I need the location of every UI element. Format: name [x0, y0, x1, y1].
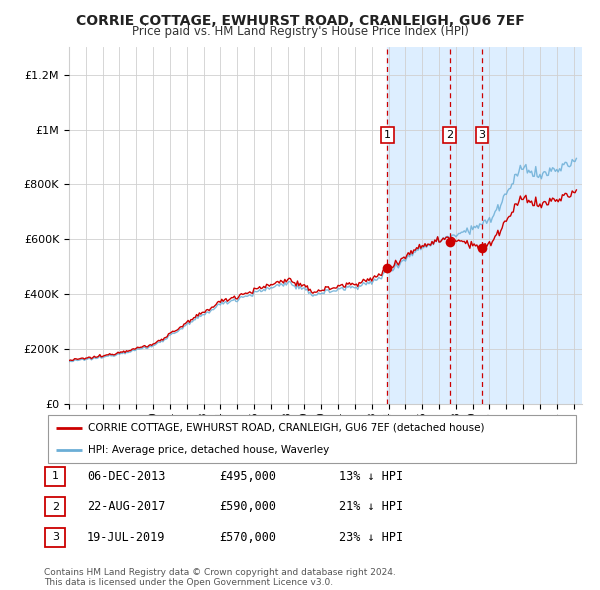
Bar — [557, 47, 582, 404]
Text: 3: 3 — [478, 130, 485, 140]
Text: 23% ↓ HPI: 23% ↓ HPI — [339, 531, 403, 544]
Text: 3: 3 — [52, 533, 59, 542]
Text: 19-JUL-2019: 19-JUL-2019 — [87, 531, 166, 544]
Text: £590,000: £590,000 — [219, 500, 276, 513]
Text: Contains HM Land Registry data © Crown copyright and database right 2024.
This d: Contains HM Land Registry data © Crown c… — [44, 568, 395, 587]
Text: 21% ↓ HPI: 21% ↓ HPI — [339, 500, 403, 513]
FancyBboxPatch shape — [48, 415, 576, 463]
Text: 1: 1 — [52, 471, 59, 481]
Text: CORRIE COTTAGE, EWHURST ROAD, CRANLEIGH, GU6 7EF: CORRIE COTTAGE, EWHURST ROAD, CRANLEIGH,… — [76, 14, 524, 28]
FancyBboxPatch shape — [45, 528, 65, 547]
Text: 1: 1 — [384, 130, 391, 140]
Text: 06-DEC-2013: 06-DEC-2013 — [87, 470, 166, 483]
Text: £570,000: £570,000 — [219, 531, 276, 544]
Text: HPI: Average price, detached house, Waverley: HPI: Average price, detached house, Wave… — [88, 445, 329, 455]
Text: CORRIE COTTAGE, EWHURST ROAD, CRANLEIGH, GU6 7EF (detached house): CORRIE COTTAGE, EWHURST ROAD, CRANLEIGH,… — [88, 423, 484, 433]
Text: 2: 2 — [52, 502, 59, 512]
FancyBboxPatch shape — [45, 467, 65, 486]
Text: 22-AUG-2017: 22-AUG-2017 — [87, 500, 166, 513]
Text: 13% ↓ HPI: 13% ↓ HPI — [339, 470, 403, 483]
Bar — [387, 47, 582, 404]
Text: 2: 2 — [446, 130, 454, 140]
FancyBboxPatch shape — [45, 497, 65, 516]
Text: £495,000: £495,000 — [219, 470, 276, 483]
Text: Price paid vs. HM Land Registry's House Price Index (HPI): Price paid vs. HM Land Registry's House … — [131, 25, 469, 38]
